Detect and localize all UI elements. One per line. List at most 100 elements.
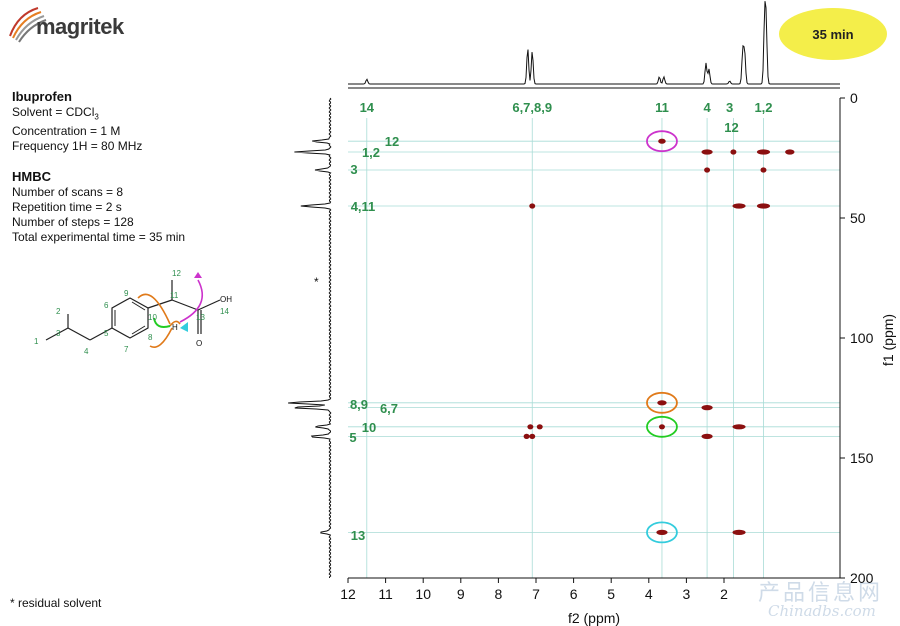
number-of-scans: Number of scans = 8 [12,185,124,199]
concentration: Concentration = 1 M [12,124,121,139]
highlight-circles [646,130,678,544]
hmbc-arrow-orange [137,293,171,325]
y-tick-label: 200 [850,570,874,586]
bond [67,327,91,341]
sample-info: Ibuprofen Solvent = CDCl3 Concentration … [12,89,142,154]
x-tick-label: 6 [570,586,578,602]
y-tick-label: 50 [850,210,866,226]
atom-label: 2 [56,307,61,316]
carbon-label: 10 [362,420,376,435]
repetition-time: Repetition time = 2 s [12,200,122,214]
atom-label: 7 [124,345,129,354]
x-tick-label: 7 [532,586,540,602]
atom-label: 8 [148,333,153,342]
carbon-label: 5 [349,430,356,445]
cross-peak [658,138,666,144]
proton-label: 1,2 [754,100,772,115]
atom-label: 13 [196,313,205,322]
hydrogen-label: H [172,323,178,332]
highlight-circle [646,415,678,438]
x-tick-label: 9 [457,586,465,602]
number-of-steps: Number of steps = 128 [12,215,134,229]
cross-peak [732,424,746,430]
cross-peaks [523,138,795,536]
x-tick-label: 3 [683,586,691,602]
proton-label: 14 [360,100,375,115]
cross-peak [785,149,795,155]
cross-peak [536,424,543,430]
hmbc-arrow-orange [149,327,173,348]
cross-peak [701,149,713,155]
cross-peak [756,203,771,209]
arrowhead [194,272,202,278]
cross-peak [656,529,668,536]
bond [171,299,199,311]
proton-spectrum [348,1,840,85]
atom-label: 14 [220,307,229,316]
highlight-circle [646,130,678,153]
atom-label: 12 [172,269,181,278]
brand-name: magritek [36,14,124,39]
ibuprofen-structure: 1 2 3 4 5 6 7 8 9 10 11 12 13 14 OH O H [34,269,232,356]
cross-peak [760,167,767,173]
proton-label: 3 [726,100,733,115]
solvent-subscript: 3 [94,112,99,122]
proton-label: 4 [703,100,711,115]
carbon-projection-trace [288,97,332,578]
carbon-label: 4,11 [351,199,376,214]
benzene-ring [111,297,149,339]
cross-peak [529,433,536,439]
y-axis-title: f1 (ppm) [880,314,896,366]
cross-peak [529,203,536,209]
cross-peak [730,149,737,155]
bond [147,299,173,309]
hmbc-arrow-orange [169,320,181,327]
hmbc-arrow-green [153,317,171,328]
cross-peak [701,405,713,411]
x-tick-label: 4 [645,586,653,602]
bond [89,327,113,341]
guide-lines [348,118,840,578]
bond [197,299,221,311]
proton-label: 11 [655,100,669,115]
hmbc-arrow-magenta [179,279,203,323]
experiment-time-badge: 35 min [779,8,887,60]
proton-spectrum-trace [348,1,840,85]
cross-peak [658,424,665,430]
ring-double-bond [131,301,146,311]
carbon-label: 3 [350,162,357,177]
oxygen-label: O [196,339,202,348]
hydroxyl-label: OH [220,295,232,304]
cross-peak [657,400,667,406]
cross-peak [527,424,534,430]
atom-label: 5 [104,329,109,338]
atom-label: 9 [124,289,129,298]
atom-label: 1 [34,337,39,346]
x-tick-label: 10 [415,586,431,602]
carbon-label: 13 [351,528,365,543]
cross-peak [732,529,746,536]
proton-label: 6,7,8,9 [512,100,552,115]
hmbc-arrow-cyan [180,322,188,332]
watermark-chinese: 产品信息网 [758,581,884,606]
x-tick-label: 11 [378,586,393,602]
cross-peak [732,203,746,209]
cross-peak [704,167,711,173]
carbon-label: 8,9 [350,397,368,412]
ring-double-bond [131,325,146,335]
experiment-info: HMBC Number of scans = 8 Repetition time… [12,169,185,245]
solvent-prefix: Solvent = CDCl [12,105,95,119]
bond [45,327,69,341]
carbon-label: 1,2 [362,145,380,160]
atom-label: 6 [104,301,109,310]
residual-solvent-footnote: * residual solvent [10,596,102,610]
carbon-label: 6,7 [380,401,398,416]
badge-label: 35 min [812,26,854,42]
atom-label: 3 [56,329,61,338]
highlight-circle [646,521,678,544]
highlight-circle [646,391,678,414]
x-tick-label: 2 [720,586,728,602]
carbon-projection [288,97,332,578]
brand-logo [8,6,158,46]
